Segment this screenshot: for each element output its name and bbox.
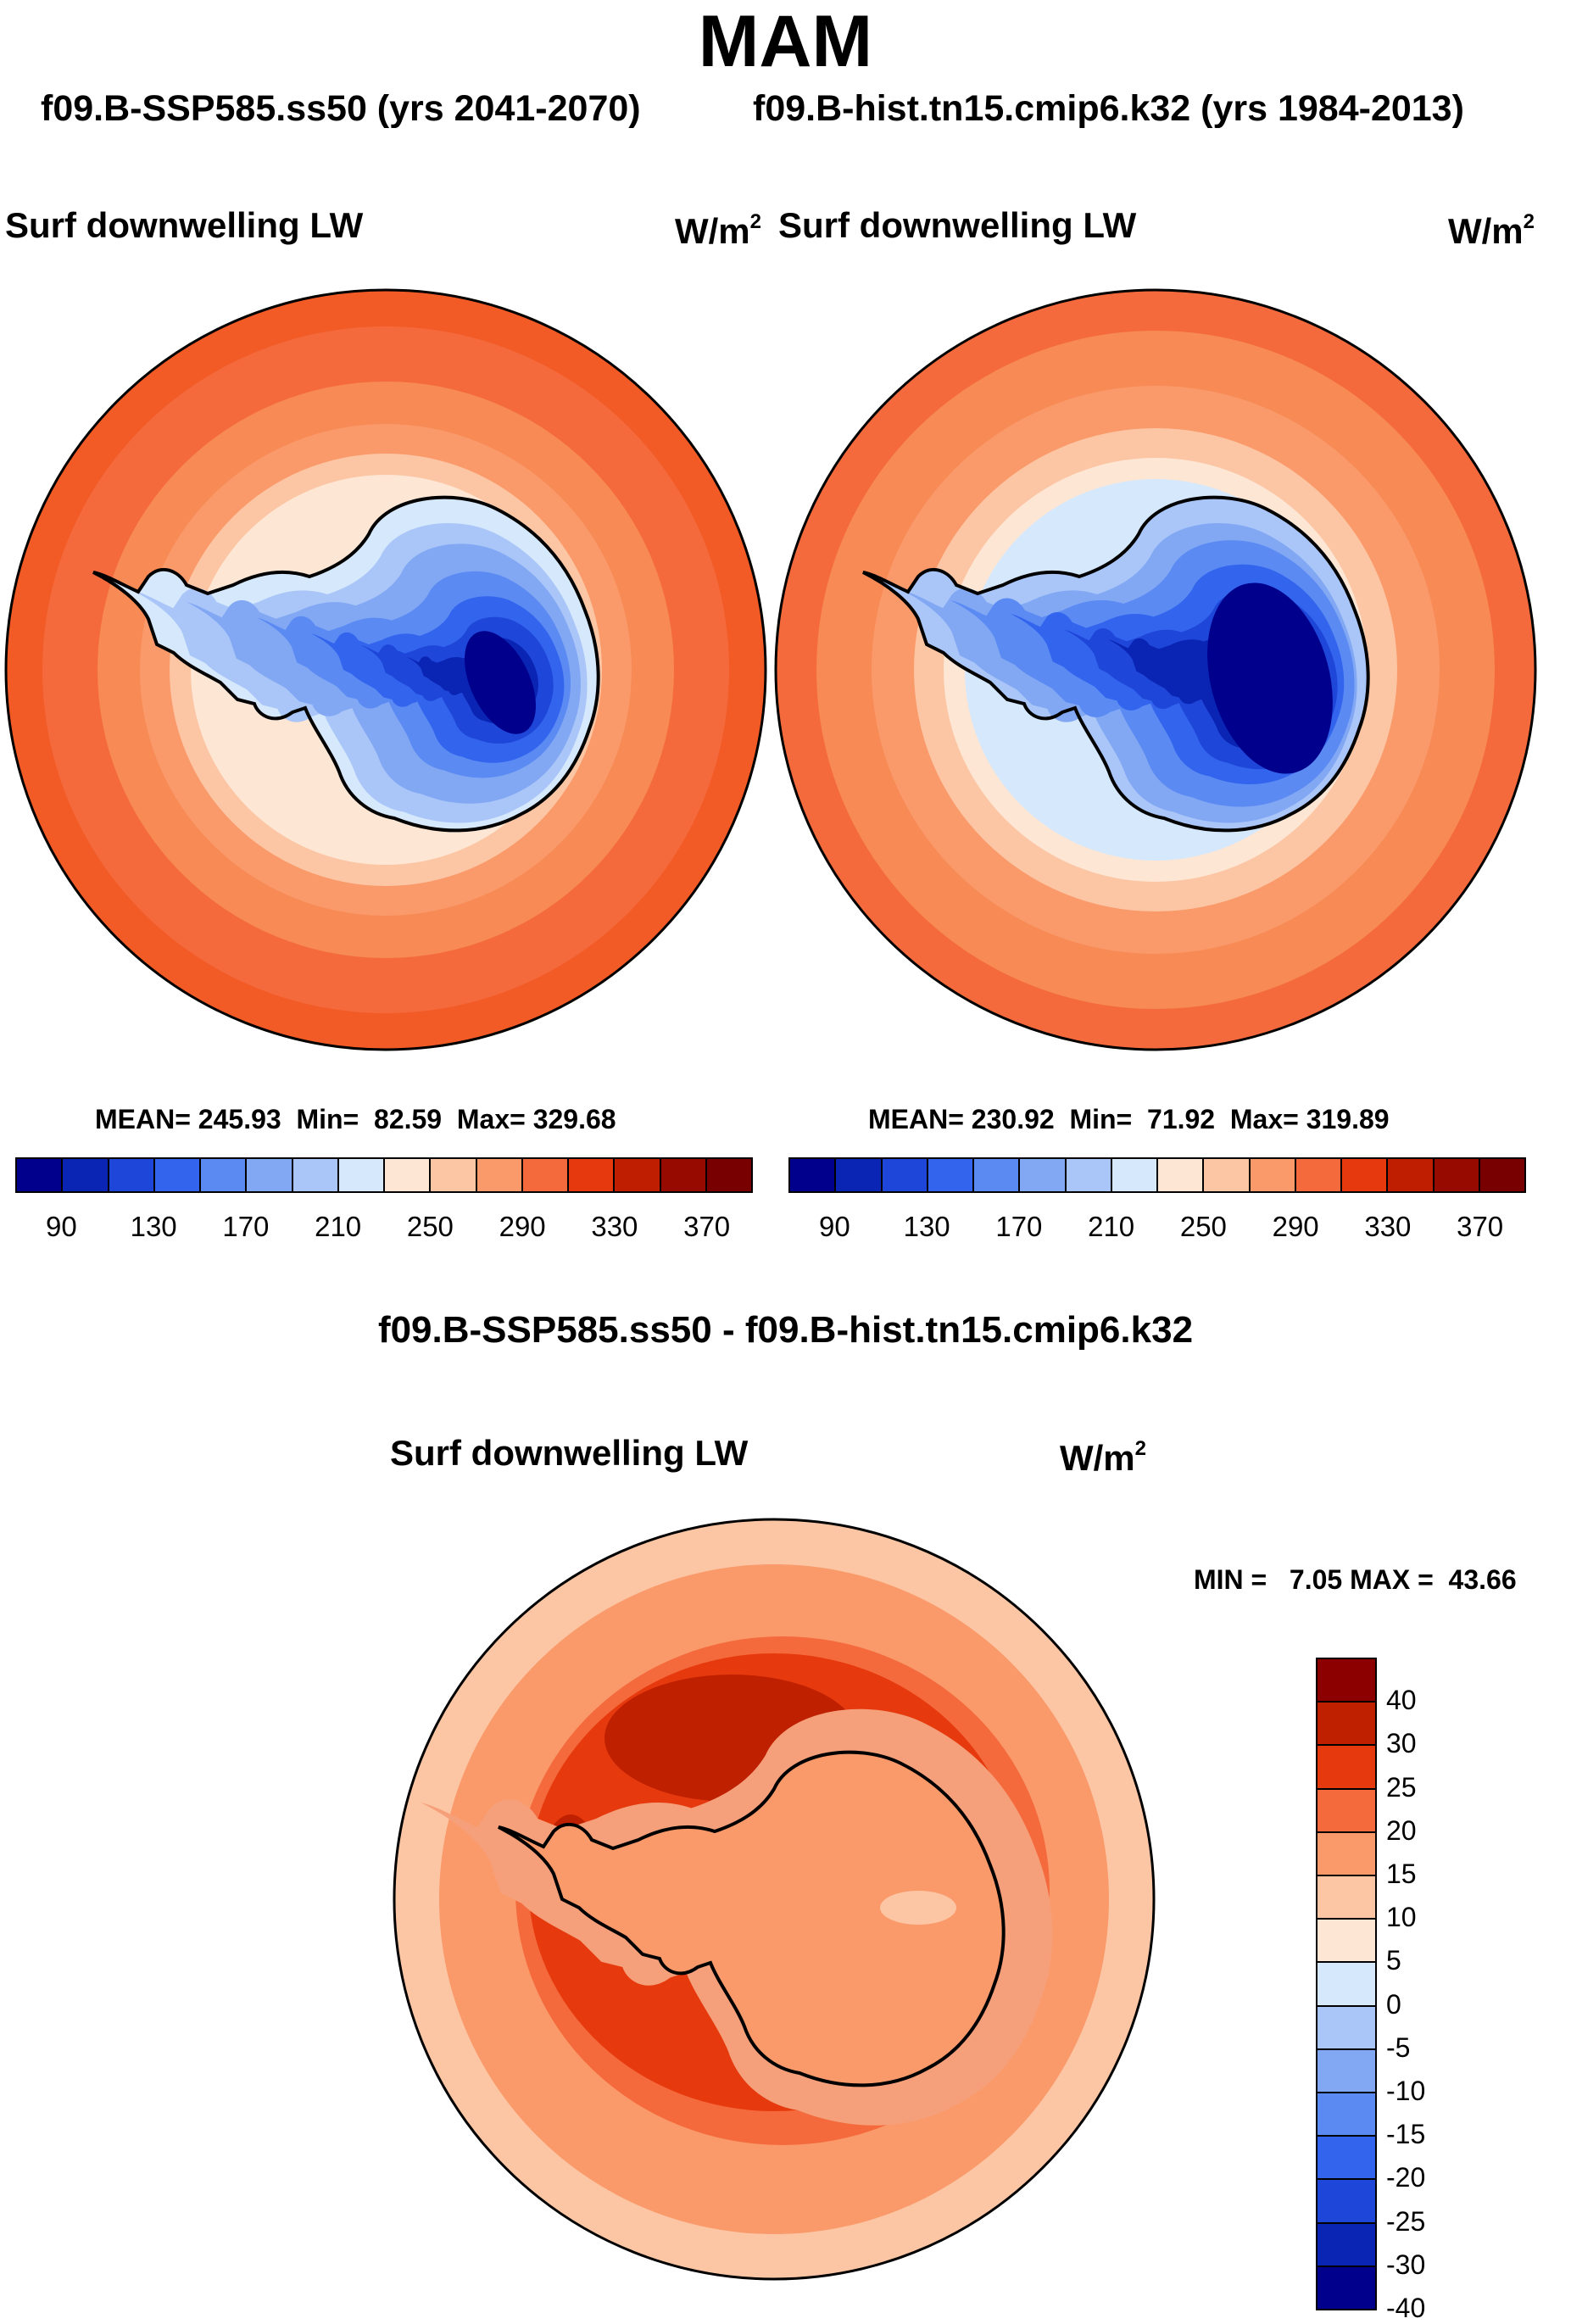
- colorbar-tick-label: 370: [683, 1211, 731, 1242]
- colorbar-tick-label: 130: [130, 1211, 177, 1242]
- colorbar-box: [928, 1159, 974, 1191]
- colorbar-tick-label: 290: [499, 1211, 546, 1242]
- diff-colorbar-tick-label: -10: [1386, 2076, 1426, 2106]
- diff-colorbar-box: [1316, 1787, 1377, 1833]
- diff-colorbar-tick-label: 40: [1386, 1685, 1417, 1716]
- colorbar-box: [522, 1159, 569, 1191]
- colorbar-box: [660, 1159, 707, 1191]
- diff-colorbar-tick-label: 30: [1386, 1728, 1417, 1759]
- panel2-units: W/m2: [1448, 210, 1535, 251]
- colorbar-box: [476, 1159, 523, 1191]
- colorbar-box: [1020, 1159, 1067, 1191]
- colorbar-box: [247, 1159, 293, 1191]
- colorbar-tick-label: 170: [222, 1211, 270, 1242]
- colorbar-box: [1204, 1159, 1251, 1191]
- colorbar-box: [1434, 1159, 1480, 1191]
- diff-colorbar-tick-label: -30: [1386, 2249, 1426, 2280]
- colorbar-box: [706, 1159, 751, 1191]
- diff-colorbar-box: [1316, 2092, 1377, 2137]
- colorbar-box: [292, 1159, 339, 1191]
- colorbar-box: [882, 1159, 928, 1191]
- panel1-map: [4, 288, 767, 1051]
- diff-colorbar-box: [1316, 1831, 1377, 1876]
- colorbar-box: [790, 1159, 837, 1191]
- colorbar-box: [201, 1159, 248, 1191]
- colorbar-box: [385, 1159, 432, 1191]
- colorbar-tick-label: 90: [819, 1211, 850, 1242]
- diff-colorbar-tick-label: -25: [1386, 2205, 1426, 2237]
- colorbar-box: [63, 1159, 109, 1191]
- case2-label: f09.B-hist.tn15.cmip6.k32 (yrs 1984-2013…: [753, 88, 1464, 129]
- colorbar-box: [1111, 1159, 1158, 1191]
- diff-variable: Surf downwelling LW: [390, 1433, 749, 1473]
- panel2-colorbar: [788, 1157, 1526, 1193]
- colorbar-tick-label: 90: [46, 1211, 77, 1242]
- colorbar-box: [338, 1159, 385, 1191]
- diff-colorbar-tick-label: -40: [1386, 2293, 1426, 2323]
- panel1-units: W/m2: [675, 210, 762, 251]
- panel1-variable: Surf downwelling LW: [5, 205, 364, 245]
- diff-stats: MIN = 7.05 MAX = 43.66: [1194, 1564, 1517, 1595]
- colorbar-tick-label: 330: [1364, 1211, 1412, 1242]
- panel1-colorbar: [15, 1157, 753, 1193]
- diff-colorbar-tick-label: 5: [1386, 1945, 1401, 1976]
- diff-colorbar-box: [1316, 2265, 1377, 2310]
- diff-title: f09.B-SSP585.ss50 - f09.B-hist.tn15.cmip…: [377, 1309, 1194, 1351]
- colorbar-box: [154, 1159, 201, 1191]
- diff-map: [393, 1518, 1156, 2281]
- colorbar-tick-label: 170: [995, 1211, 1043, 1242]
- diff-colorbar-box: [1316, 1918, 1377, 1964]
- diff-colorbar-box: [1316, 2135, 1377, 2181]
- panel2-stats: MEAN= 230.92 Min= 71.92 Max= 319.89: [868, 1104, 1390, 1134]
- diff-colorbar-tick-label: -20: [1386, 2162, 1426, 2193]
- colorbar-tick-label: 290: [1272, 1211, 1319, 1242]
- colorbar-box: [17, 1159, 64, 1191]
- colorbar-box: [974, 1159, 1021, 1191]
- colorbar-tick-label: 370: [1457, 1211, 1504, 1242]
- colorbar-box: [569, 1159, 616, 1191]
- colorbar-box: [1158, 1159, 1205, 1191]
- case1-label: f09.B-SSP585.ss50 (yrs 2041-2070): [41, 88, 641, 129]
- diff-colorbar-box: [1316, 1701, 1377, 1747]
- colorbar-box: [1066, 1159, 1112, 1191]
- colorbar-box: [1388, 1159, 1435, 1191]
- diff-colorbar-box: [1316, 1744, 1377, 1790]
- panel2-variable: Surf downwelling LW: [778, 205, 1137, 245]
- colorbar-box: [431, 1159, 477, 1191]
- colorbar-tick-label: 210: [1088, 1211, 1135, 1242]
- colorbar-tick-label: 250: [406, 1211, 454, 1242]
- panel1-stats: MEAN= 245.93 Min= 82.59 Max= 329.68: [95, 1104, 616, 1134]
- colorbar-box: [1295, 1159, 1342, 1191]
- colorbar-tick-label: 130: [903, 1211, 950, 1242]
- diff-colorbar-tick-label: 15: [1386, 1859, 1417, 1889]
- colorbar-box: [1342, 1159, 1389, 1191]
- colorbar-tick-label: 210: [315, 1211, 362, 1242]
- diff-colorbar-tick-label: 0: [1386, 1988, 1401, 2020]
- diff-colorbar-tick-label: -15: [1386, 2119, 1426, 2150]
- colorbar-tick-label: 330: [591, 1211, 638, 1242]
- diff-colorbar-tick-label: 25: [1386, 1771, 1417, 1803]
- diff-colorbar-box: [1316, 2004, 1377, 2050]
- diff-colorbar-tick-label: -5: [1386, 2031, 1411, 2063]
- diff-colorbar-tick-label: 20: [1386, 1814, 1417, 1846]
- panel2-map: [774, 288, 1537, 1051]
- colorbar-box: [109, 1159, 155, 1191]
- diff-colorbar-tick-label: 10: [1386, 1902, 1417, 1933]
- diff-colorbar-box: [1316, 2048, 1377, 2093]
- diff-colorbar-box: [1316, 1875, 1377, 1920]
- diff-colorbar: [1316, 1658, 1377, 2310]
- diff-colorbar-box: [1316, 2221, 1377, 2267]
- season-title: MAM: [698, 1, 873, 82]
- colorbar-tick-label: 250: [1179, 1211, 1227, 1242]
- colorbar-box: [615, 1159, 661, 1191]
- colorbar-box: [1479, 1159, 1524, 1191]
- diff-colorbar-box: [1316, 1961, 1377, 2007]
- diff-colorbar-box: [1316, 1658, 1377, 1703]
- colorbar-box: [1250, 1159, 1296, 1191]
- diff-units: W/m2: [1060, 1437, 1147, 1478]
- colorbar-box: [836, 1159, 883, 1191]
- diff-colorbar-box: [1316, 2178, 1377, 2224]
